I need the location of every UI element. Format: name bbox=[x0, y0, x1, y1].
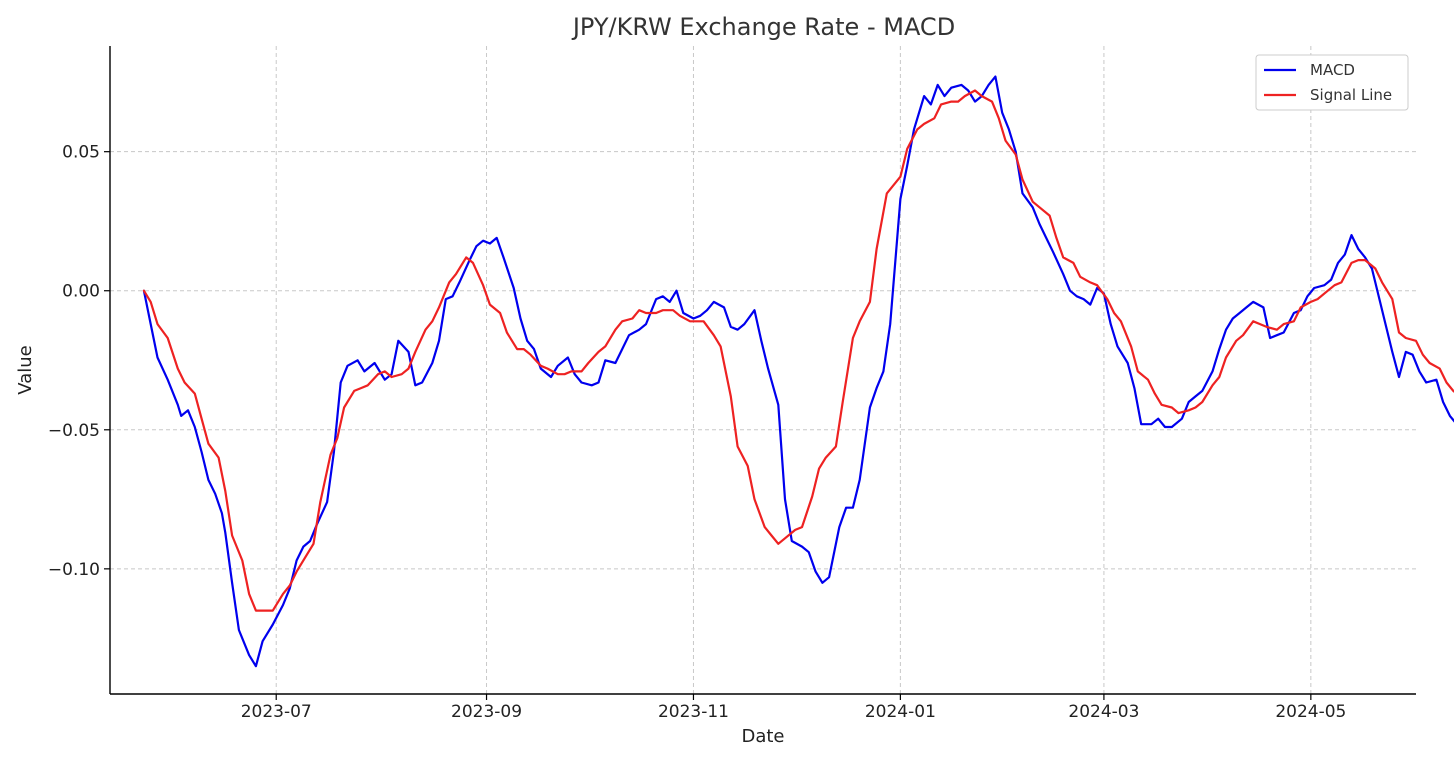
grid-layer bbox=[110, 46, 1416, 694]
x-tick-label: 2024-03 bbox=[1068, 702, 1139, 722]
series-line-signal-line bbox=[142, 89, 1454, 612]
series-layer bbox=[142, 75, 1454, 668]
y-tick-label: −0.05 bbox=[48, 421, 100, 441]
x-tick-label: 2023-11 bbox=[658, 702, 729, 722]
y-axis-label: Value bbox=[15, 345, 36, 394]
axes-layer bbox=[109, 46, 1416, 695]
y-tick-label: 0.00 bbox=[62, 282, 100, 302]
tick-layer: 2023-07 2023-09 2023-11 2024-01 2024-03 2024-… bbox=[48, 143, 1346, 722]
y-tick-label: 0.05 bbox=[62, 143, 100, 163]
x-tick-label: 2024-05 bbox=[1275, 702, 1346, 722]
x-axis-label: Date bbox=[741, 726, 784, 747]
x-tick-label: 2024-01 bbox=[865, 702, 936, 722]
chart-title: JPY/KRW Exchange Rate - MACD bbox=[571, 13, 955, 41]
x-tick-label: 2023-09 bbox=[451, 702, 522, 722]
legend-label-macd: MACD bbox=[1310, 61, 1355, 79]
series-line-macd bbox=[142, 75, 1454, 668]
x-tick-label: 2023-07 bbox=[241, 702, 312, 722]
legend-label-signal-line: Signal Line bbox=[1310, 86, 1392, 104]
y-tick-label: −0.10 bbox=[48, 560, 100, 580]
legend-box bbox=[1255, 54, 1409, 111]
legend: MACD Signal Line bbox=[1255, 54, 1409, 111]
